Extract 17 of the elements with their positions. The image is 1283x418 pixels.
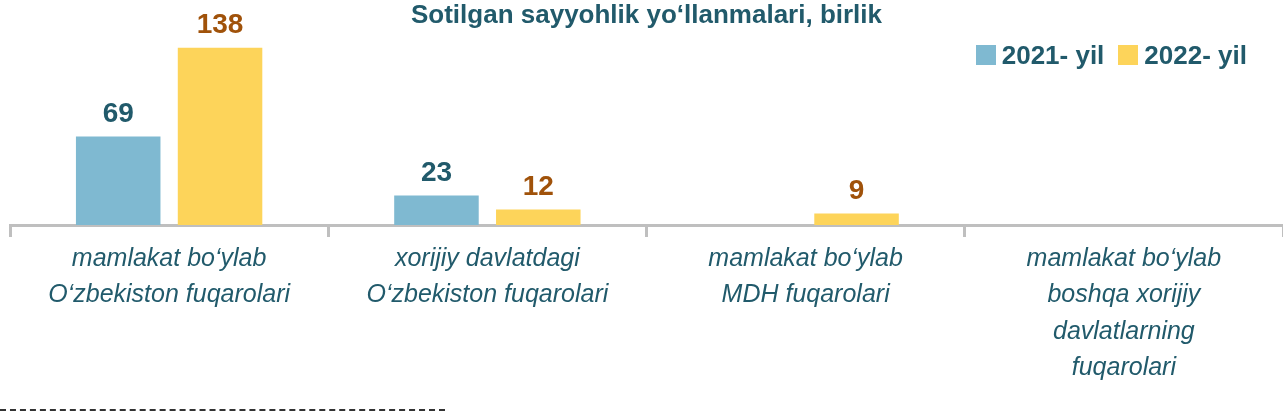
chart-title: Sotilgan sayyohlik yo‘llanmalari, birlik (410, 0, 883, 29)
bar (394, 195, 479, 225)
legend-label: 2022- yil (1144, 40, 1247, 70)
legend-label: 2021- yil (1001, 40, 1105, 70)
bar (814, 213, 899, 225)
data-label: 12 (522, 170, 554, 202)
data-label: 138 (196, 8, 244, 40)
x-tick-label: xorijiy davlatdagi O‘zbekiston fuqarolari (366, 243, 610, 308)
x-tick-label: mamlakat bo‘ylab boshqa xorijiy davlatlarning fuqarolari (1026, 243, 1222, 380)
data-label: 9 (848, 174, 865, 206)
x-tick-label: mamlakat bo‘ylab O‘zbekiston fuqarolari (48, 243, 292, 308)
x-tick-label: mamlakat bo‘ylab MDH fuqarolari (708, 243, 903, 308)
bar (177, 47, 263, 225)
data-label: 69 (102, 97, 134, 129)
data-label: 23 (420, 156, 453, 188)
bar (496, 209, 581, 225)
bar (75, 136, 161, 225)
